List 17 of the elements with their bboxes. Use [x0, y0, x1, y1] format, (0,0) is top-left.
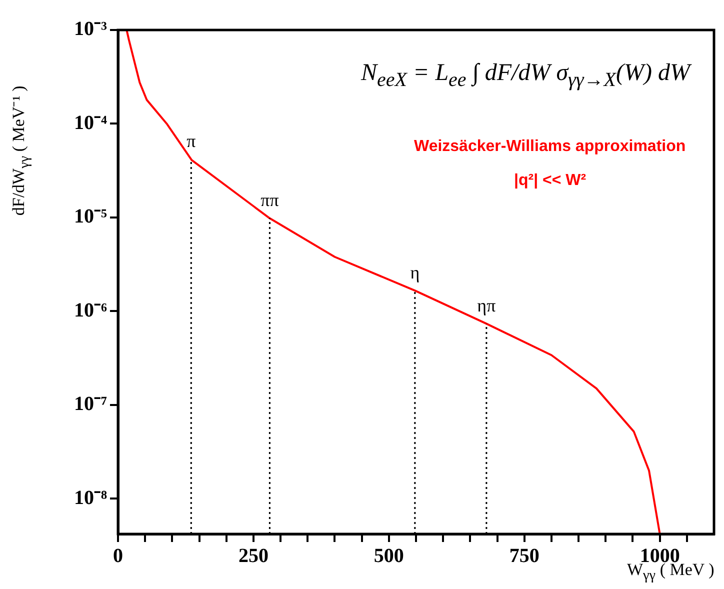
- y-tick-label: 10⁻⁸: [74, 486, 107, 509]
- x-tick-label: 250: [238, 545, 268, 568]
- annotation: Weizsäcker-Williams approximation: [414, 138, 686, 156]
- y-tick-label: 10⁻⁷: [74, 393, 107, 416]
- y-tick-label: 10⁻³: [74, 18, 107, 40]
- x-tick-label: 0: [113, 545, 123, 568]
- ref-line-label: π: [186, 130, 196, 151]
- ref-line-label: η: [410, 262, 420, 282]
- y-tick-label: 10⁻⁵: [74, 206, 107, 228]
- annotation: N$_{eeX}$ = L$_{ee}$ ∫ dF/dW σ$_{γγ→X}$(W) dW: [361, 60, 690, 92]
- x-tick-label: 500: [374, 545, 404, 568]
- y-tick-label: 10⁻⁴: [74, 112, 107, 134]
- x-tick-label: 750: [509, 545, 540, 568]
- y-tick-label: 10⁻⁶: [74, 299, 107, 322]
- ref-line-label: ππ: [260, 190, 279, 210]
- annotation: |q²| << W²: [514, 172, 586, 190]
- ref-line-label: ηπ: [477, 295, 496, 316]
